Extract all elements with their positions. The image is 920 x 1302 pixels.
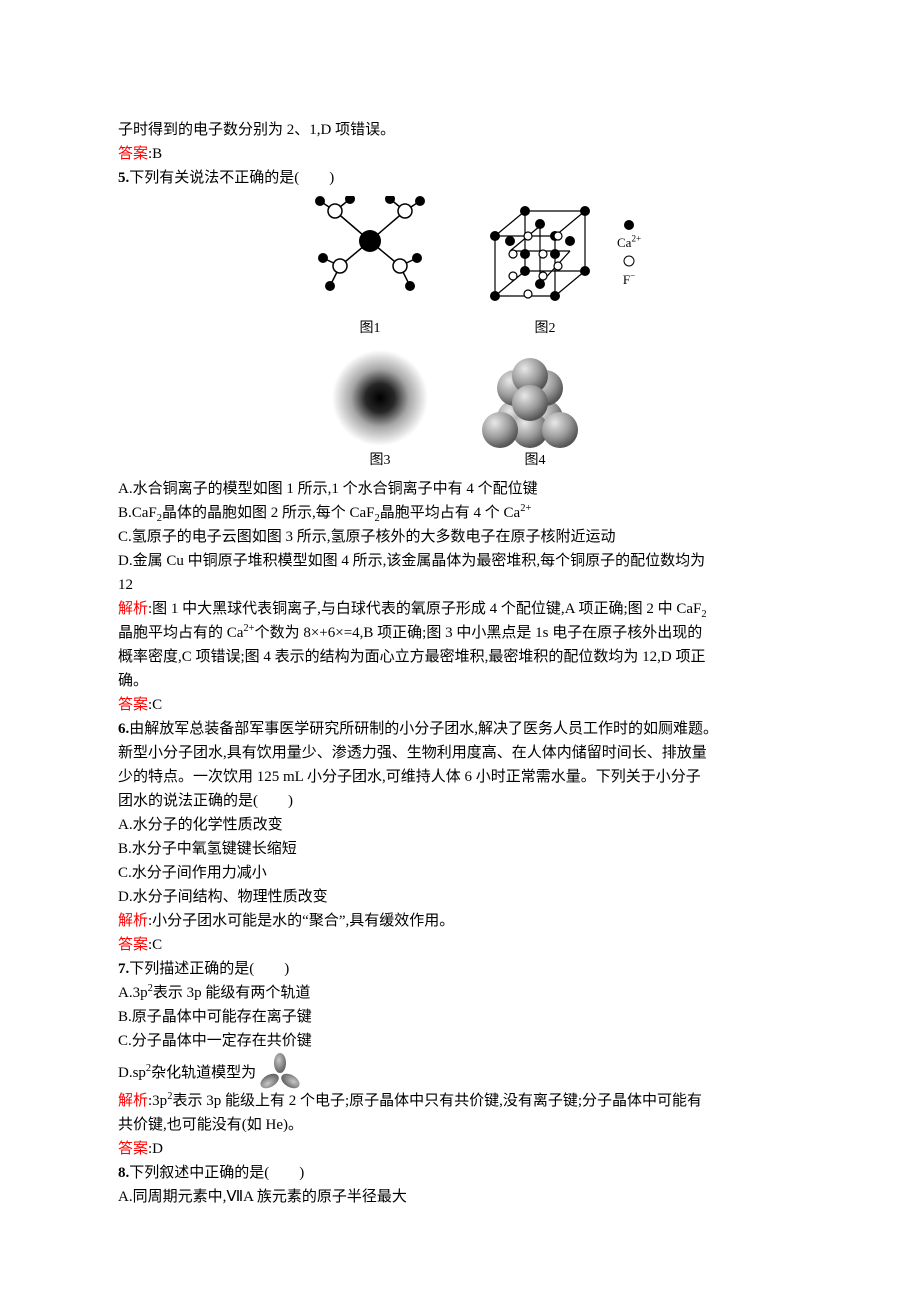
answer-label: 答案 [118,937,148,953]
q5-answer: 答案:C [118,693,802,717]
q5-ana-1: 解析:图 1 中大黑球代表铜离子,与白球代表的氧原子形成 4 个配位键,A 项正… [118,597,802,621]
analysis-label: 解析 [118,913,148,929]
analysis-label: 解析 [118,601,148,617]
q5-opt-d1: D.金属 Cu 中铜原子堆积模型如图 4 所示,该金属晶体为最密堆积,每个铜原子… [118,549,802,573]
q7-answer: 答案:D [118,1137,802,1161]
q5-ana-2: 晶胞平均占有的 Ca2+个数为 8×+6×=4,B 项正确;图 3 中小黑点是 … [118,621,802,645]
q5-num: 5. [118,170,129,186]
q6-stem-4: 团水的说法正确的是( ) [118,789,802,813]
fig4-label: 图4 [525,450,546,472]
figure-4 [475,348,595,448]
q7-opt-b: B.原子晶体中可能存在离子键 [118,1005,802,1029]
q6-opt-a: A.水分子的化学性质改变 [118,813,802,837]
q8-stem: 8.下列叙述中正确的是( ) [118,1161,802,1185]
q7-opt-a: A.3p2表示 3p 能级有两个轨道 [118,981,802,1005]
q6-ana: 解析:小分子团水可能是水的“聚合”,具有缓效作用。 [118,909,802,933]
q7-opt-c: C.分子晶体中一定存在共价键 [118,1029,802,1053]
q5-opt-c: C.氢原子的电子云图如图 3 所示,氢原子核外的大多数电子在原子核附近运动 [118,525,802,549]
answer-label: 答案 [118,697,148,713]
pre-line: 子时得到的电子数分别为 2、1,D 项错误。 [118,118,802,142]
fig2-label: 图2 [535,318,556,340]
pre-answer: 答案:B [118,142,802,166]
q5-opt-a: A.水合铜离子的模型如图 1 所示,1 个水合铜离子中有 4 个配位键 [118,477,802,501]
q5-ana-3: 概率密度,C 项错误;图 4 表示的结构为面心立方最密堆积,最密堆积的配位数均为… [118,645,802,669]
q7-ana-1: 解析:3p2表示 3p 能级上有 2 个电子;原子晶体中只有共价键,没有离子键;… [118,1089,802,1113]
q5-opt-d2: 12 [118,573,802,597]
q7-opt-d: D.sp2杂化轨道模型为 [118,1053,802,1089]
fig3-label: 图3 [370,450,391,472]
q8-opt-a: A.同周期元素中,ⅦA 族元素的原子半径最大 [118,1185,802,1209]
q7-ana-2: 共价键,也可能没有(如 He)。 [118,1113,802,1137]
pre-ans-val: :B [148,146,162,162]
q5-opt-b: B.CaF2晶体的晶胞如图 2 所示,每个 CaF2晶胞平均占有 4 个 Ca2… [118,501,802,525]
figure-block: 图1 [118,196,802,473]
figure-3 [325,348,435,448]
fig2-legend: Ca2+ F− [617,216,641,289]
q5-ana-4: 确。 [118,669,802,693]
q5-stem: 5.下列有关说法不正确的是( ) [118,166,802,190]
q6-stem-2: 新型小分子团水,具有饮用量少、渗透力强、生物利用度高、在人体内储留时间长、排放量 [118,741,802,765]
q6-answer: 答案:C [118,933,802,957]
q6-stem-3: 少的特点。一次饮用 125 mL 小分子团水,可维持人体 6 小时正常需水量。下… [118,765,802,789]
answer-label: 答案 [118,146,148,162]
analysis-label: 解析 [118,1093,148,1109]
q6-opt-c: C.水分子间作用力减小 [118,861,802,885]
answer-label: 答案 [118,1141,148,1157]
q6-stem-1: 6.由解放军总装备部军事医学研究所研制的小分子团水,解决了医务人员工作时的如厕难… [118,717,802,741]
fig1-label: 图1 [360,318,381,340]
figure-2 [475,196,615,316]
orbital-icon [260,1053,300,1089]
q6-opt-b: B.水分子中氧氢键键长缩短 [118,837,802,861]
figure-1 [305,196,435,316]
q6-opt-d: D.水分子间结构、物理性质改变 [118,885,802,909]
q7-stem: 7.下列描述正确的是( ) [118,957,802,981]
